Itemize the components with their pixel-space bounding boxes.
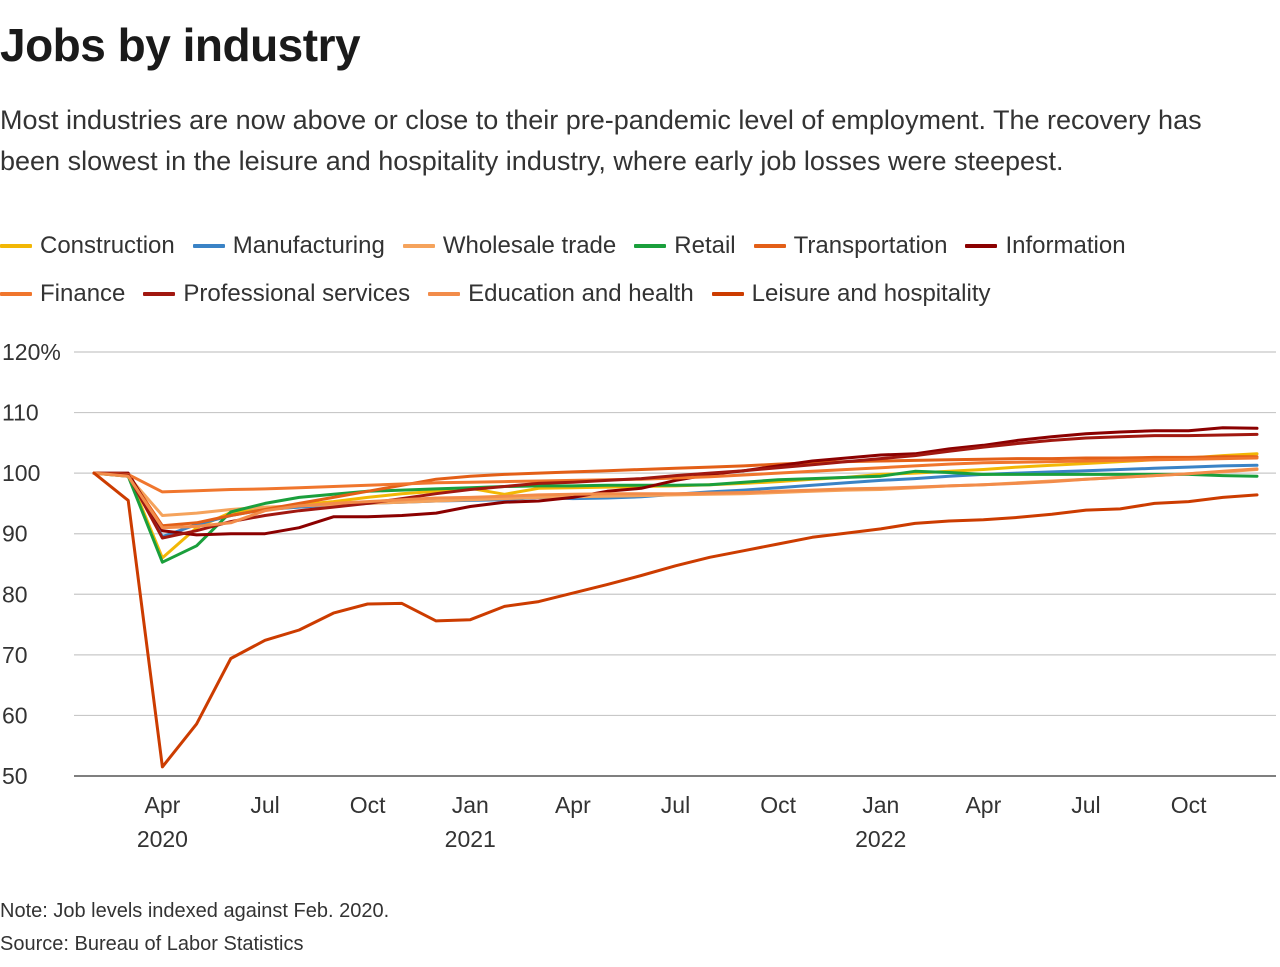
legend-swatch — [965, 244, 998, 248]
legend-label: Transportation — [793, 232, 948, 259]
legend-item-education-and-health: Education and health — [428, 280, 694, 308]
legend-label: Professional services — [183, 280, 411, 307]
legend-row: Finance Professional services Education an… — [0, 270, 1270, 318]
legend-swatch — [0, 292, 32, 296]
series-line-leisure-and-hospitality — [92, 471, 1259, 769]
legend-item-wholesale-trade: Wholesale trade — [402, 232, 617, 260]
legend-item-leisure-and-hospitality: Leisure and hospitality — [711, 280, 991, 308]
x-tick-label: Oct — [1171, 792, 1207, 818]
legend-label: Construction — [40, 232, 175, 259]
legend-item-retail: Retail — [634, 232, 736, 260]
legend-swatch — [0, 244, 32, 248]
legend-label: Information — [1005, 232, 1126, 259]
x-year-label: 2021 — [445, 826, 496, 852]
legend-swatch — [428, 292, 461, 296]
legend-label: Wholesale trade — [442, 232, 617, 259]
x-tick-label: Oct — [760, 792, 796, 818]
y-tick-label: 110 — [2, 400, 39, 426]
legend-label: Leisure and hospitality — [751, 280, 991, 307]
chart-source: Source: Bureau of Labor Statistics — [0, 933, 304, 955]
legend-swatch — [402, 244, 435, 248]
series-line-professional-services — [92, 432, 1259, 540]
x-tick-label: Jul — [1071, 792, 1100, 818]
legend-item-construction: Construction — [0, 232, 175, 260]
y-tick-label: 100 — [2, 460, 40, 486]
legend-row: Construction Manufacturing Wholesale trade… — [0, 222, 1270, 270]
legend-swatch — [143, 292, 176, 296]
series-line-finance — [92, 456, 1259, 494]
series-line-education-and-health — [92, 467, 1259, 530]
chart-subtitle: Most industries are now above or close t… — [0, 105, 1202, 176]
series-line-retail — [92, 469, 1259, 564]
x-year-label: 2020 — [137, 826, 188, 852]
x-tick-label: Jul — [250, 792, 279, 818]
x-axis-labels: Apr 2020 Jul Oct Jan 2021 Apr Jul Oct Jan 2022 Apr J… — [137, 792, 1207, 852]
x-tick-label: Apr — [145, 792, 181, 818]
x-tick-label: Apr — [965, 792, 1001, 818]
y-tick-label: 120% — [2, 339, 61, 365]
x-tick-label: Oct — [350, 792, 386, 818]
legend-item-information: Information — [965, 232, 1126, 260]
legend-swatch — [634, 244, 667, 248]
y-tick-label: 80 — [2, 581, 28, 607]
series-line-transportation — [92, 455, 1259, 528]
x-tick-label: Jan — [862, 792, 899, 818]
legend-item-transportation: Transportation — [753, 232, 948, 260]
chart-note: Note: Job levels indexed against Feb. 20… — [0, 900, 390, 922]
legend-swatch — [192, 244, 225, 248]
y-axis-labels: 50 60 70 80 90 100 110 120% — [2, 339, 61, 789]
x-year-label: 2022 — [855, 826, 906, 852]
legend-swatch — [711, 292, 744, 296]
x-tick-label: Jul — [661, 792, 690, 818]
y-tick-label: 70 — [2, 642, 28, 668]
legend-label: Retail — [674, 232, 736, 259]
y-tick-label: 90 — [2, 521, 28, 547]
grid-lines — [74, 351, 1276, 777]
y-tick-label: 50 — [2, 763, 28, 789]
legend-item-manufacturing: Manufacturing — [192, 232, 385, 260]
legend-swatch — [753, 244, 786, 248]
legend-label: Manufacturing — [232, 232, 385, 259]
legend-label: Finance — [40, 280, 126, 307]
series-line-information — [92, 426, 1259, 537]
y-tick-label: 60 — [2, 702, 28, 728]
legend-item-finance: Finance — [0, 280, 125, 308]
chart-legend: Construction Manufacturing Wholesale trade… — [0, 222, 1270, 318]
x-tick-label: Jan — [452, 792, 489, 818]
legend-item-professional-services: Professional services — [143, 280, 410, 308]
series-lines — [92, 426, 1259, 769]
x-tick-label: Apr — [555, 792, 591, 818]
legend-label: Education and health — [468, 280, 694, 307]
line-chart: 50 60 70 80 90 100 110 120% Apr 2020 Jul Oct Jan 202… — [2, 339, 1276, 852]
chart-title: Jobs by industry — [0, 19, 361, 71]
